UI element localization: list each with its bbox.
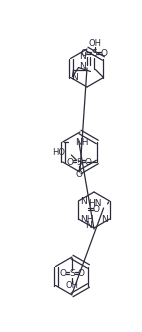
Text: O: O xyxy=(67,157,74,167)
Text: O: O xyxy=(78,270,84,279)
Text: O: O xyxy=(85,157,92,167)
Text: N: N xyxy=(101,214,108,223)
Text: N: N xyxy=(85,221,92,230)
Text: HN: HN xyxy=(88,200,102,208)
Text: NH: NH xyxy=(80,214,94,223)
Text: S: S xyxy=(92,49,97,58)
Text: O: O xyxy=(59,270,66,279)
Text: O: O xyxy=(81,49,88,58)
Text: NH: NH xyxy=(75,137,88,146)
Text: OH: OH xyxy=(65,282,79,290)
Text: S: S xyxy=(76,157,82,167)
Text: O: O xyxy=(101,49,108,58)
Text: OH: OH xyxy=(89,39,102,48)
Text: N: N xyxy=(80,197,87,206)
Text: S: S xyxy=(69,270,75,279)
Text: N: N xyxy=(79,51,86,60)
Text: O: O xyxy=(76,170,83,179)
Text: N: N xyxy=(72,73,78,82)
Text: O: O xyxy=(92,206,99,214)
Text: HO: HO xyxy=(52,147,65,156)
Text: N: N xyxy=(79,61,86,70)
